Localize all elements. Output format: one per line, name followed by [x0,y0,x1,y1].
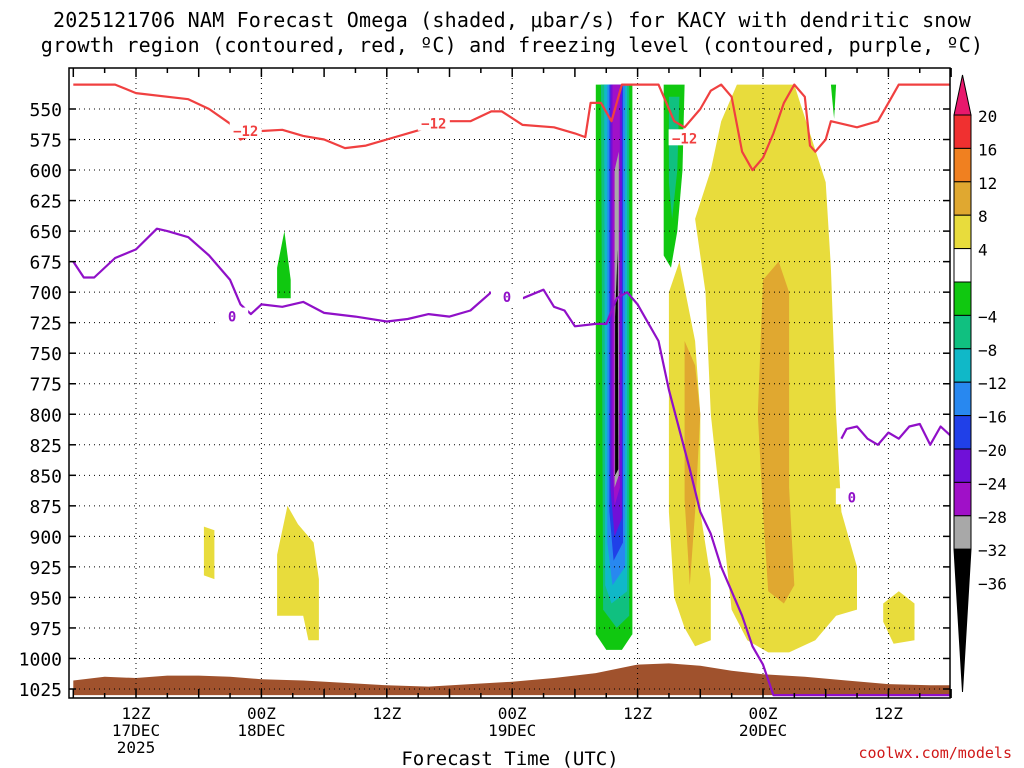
x-tick-label: 12Z [122,704,151,723]
y-tick-label: 950 [29,588,62,609]
colorbar-label: −28 [978,508,1007,527]
y-tick-label: 700 [29,283,62,304]
colorbar-swatch [953,448,972,483]
x-axis-label: Forecast Time (UTC) [401,748,618,768]
y-tick-label: 875 [29,497,62,518]
colorbar-label: −36 [978,575,1007,594]
y-tick-label: 975 [29,619,62,640]
terrain-ground [73,663,950,696]
colorbar-label: −4 [978,307,997,326]
contour-label: −12 [233,124,258,140]
x-tick-label: 12Z [623,704,652,723]
y-tick-label: 800 [29,405,62,426]
colorbar-arrow-bottom [953,548,972,693]
y-tick-label: 850 [29,466,62,487]
y-tick-label: 1025 [19,680,62,701]
colorbar-swatch [953,348,972,383]
y-tick-label: 725 [29,314,62,335]
contour-label-bg [216,307,249,324]
colorbar-swatch [953,214,972,250]
credit-text: coolwx.com/models [858,744,1012,762]
colorbar-swatch [953,481,972,517]
x-tick-label: 00Z [247,704,276,723]
y-tick-label: 575 [29,131,62,152]
y-tick-label: 600 [29,161,62,182]
x-tick-label: 17DEC [112,721,160,740]
x-tick-label: 00Z [749,704,778,723]
colorbar-swatch [953,314,972,350]
colorbar-swatch [953,181,972,216]
colorbar-swatch [953,415,972,450]
x-tick-label: 2025 [117,738,156,757]
y-tick-label: 650 [29,222,62,243]
contour-label: −12 [421,117,446,133]
omega-shade-negative [277,231,291,299]
colorbar-label: 8 [978,207,988,226]
x-tick-label: 18DEC [237,721,285,740]
chart-title-line2: growth region (contoured, red, ºC) and f… [40,33,984,57]
x-tick-label: 00Z [498,704,527,723]
colorbar-label: −8 [978,341,997,360]
omega-shade-8 [757,261,795,604]
contour-label: 0 [228,310,236,326]
omega-shade-positive [883,591,915,644]
omega-shade-positive [203,526,215,580]
contour-label-bg [229,121,262,138]
x-tick-label: 12Z [874,704,903,723]
y-tick-label: 550 [29,100,62,121]
colorbar-label: −20 [978,441,1007,460]
y-tick-label: 925 [29,558,62,579]
y-tick-label: 1000 [19,649,62,670]
colorbar-swatch [953,515,972,550]
colorbar-label: 20 [978,107,997,126]
colorbar-label: 16 [978,140,997,159]
colorbar-label: 4 [978,241,988,260]
colorbar-label: −24 [978,474,1007,493]
omega-shade-negative [615,249,619,476]
colorbar-swatch [953,281,972,316]
contour-label: −12 [672,131,697,147]
y-tick-label: 825 [29,436,62,457]
y-tick-label: 900 [29,527,62,548]
omega-shade-8 [684,341,701,586]
colorbar-swatch [953,114,972,149]
colorbar-label: −32 [978,541,1007,560]
contour-label: 0 [503,290,511,306]
chart-title-line1: 2025121706 NAM Forecast Omega (shaded, μ… [52,8,972,32]
y-tick-label: 775 [29,375,62,396]
omega-shade-positive [277,505,319,641]
contour-label-bg [668,129,701,146]
contour-label-bg [835,488,868,505]
colorbar-label: −16 [978,408,1007,427]
x-tick-label: 20DEC [739,721,787,740]
contour-minus12c [73,83,950,172]
x-tick-label: 19DEC [488,721,536,740]
colorbar-swatch [953,381,972,417]
colorbar-swatch [953,147,972,183]
y-tick-label: 750 [29,344,62,365]
colorbar-label: 12 [978,174,997,193]
colorbar-swatch [953,248,972,283]
omega-shade-negative [830,84,837,119]
colorbar-arrow-top [953,74,972,116]
contour-freezing-level [840,422,950,446]
contour-label-bg [490,288,523,305]
omega-shade-negative [668,96,680,219]
colorbar-label: −12 [978,374,1007,393]
contour-label-bg [417,114,450,131]
x-tick-label: 12Z [372,704,401,723]
y-tick-label: 675 [29,253,62,274]
contour-label: 0 [848,490,856,506]
y-tick-label: 625 [29,192,62,213]
